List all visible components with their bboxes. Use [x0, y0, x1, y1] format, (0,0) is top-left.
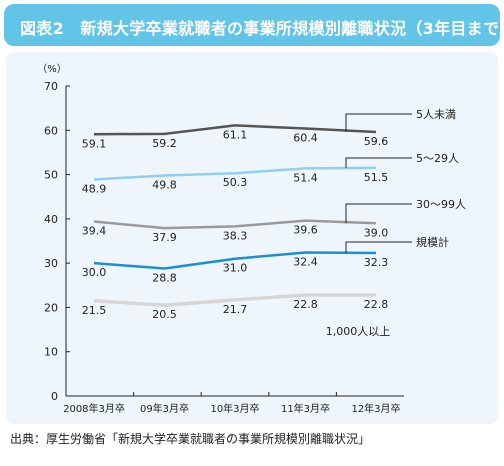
x-tick-label: 2008年3月卒: [63, 402, 125, 415]
legend-leader-line: [345, 113, 412, 133]
legend-leader-line: [345, 203, 412, 224]
y-tick-label: 20: [44, 301, 58, 314]
legend-label: 規模計: [416, 235, 449, 249]
y-tick-label: 30: [44, 257, 58, 270]
series-line: [93, 219, 377, 230]
x-tick-label: 11年3月卒: [281, 402, 330, 415]
y-tick-label: 70: [44, 80, 58, 93]
data-label: 21.7: [223, 303, 248, 316]
data-label: 28.8: [152, 271, 177, 284]
data-label: 51.4: [293, 171, 318, 184]
source-note: 出典：厚生労働省「新規大学卒業就職者の事業所規模別離職状況」: [10, 432, 371, 446]
legend-label: 5～29人: [416, 152, 459, 165]
data-label: 22.8: [364, 298, 389, 311]
y-tick-label: 10: [44, 346, 58, 359]
data-label: 32.4: [293, 256, 318, 269]
series-line: [93, 293, 376, 307]
y-tick-label: 50: [44, 169, 58, 182]
data-label: 50.3: [223, 176, 248, 189]
x-tick-label: 10年3月卒: [210, 402, 259, 415]
data-label: 48.9: [82, 182, 107, 195]
series-line: [93, 166, 377, 181]
legend-label: 1,000人以上: [326, 325, 391, 338]
data-label: 39.6: [293, 224, 318, 237]
legend-label: 5人未満: [416, 108, 456, 121]
x-tick-label: 09年3月卒: [140, 402, 189, 415]
legend-leader-line: [345, 241, 412, 253]
series-line: [93, 124, 377, 136]
data-label: 59.1: [82, 137, 107, 150]
figure-title: 図表2 新規大学卒業就職者の事業所規模別離職状況（3年目まで）: [20, 19, 504, 38]
data-label: 39.0: [364, 226, 389, 239]
y-tick-label: 0: [51, 390, 58, 403]
data-label: 31.0: [223, 262, 248, 275]
data-label: 37.9: [152, 231, 177, 244]
y-tick-label: 40: [44, 213, 58, 226]
chart-panel: [6, 52, 498, 424]
series-line: [93, 251, 377, 270]
data-label: 49.8: [152, 178, 177, 191]
data-label: 60.4: [293, 132, 318, 145]
data-label: 59.2: [152, 137, 177, 150]
data-label: 22.8: [293, 298, 318, 311]
x-tick-label: 12年3月卒: [351, 402, 400, 415]
legend-leader-line: [345, 157, 412, 168]
data-label: 59.6: [364, 135, 389, 148]
data-label: 38.3: [223, 229, 248, 242]
data-label: 51.5: [364, 171, 389, 184]
data-label: 61.1: [223, 128, 248, 141]
data-label: 21.5: [82, 304, 107, 317]
y-tick-label: 60: [44, 124, 58, 137]
y-axis-unit: （%）: [37, 63, 67, 75]
data-label: 32.3: [364, 256, 389, 269]
title-bar: 図表2 新規大学卒業就職者の事業所規模別離職状況（3年目まで）: [4, 4, 504, 46]
legend-label: 30～99人: [416, 198, 466, 211]
data-label: 30.0: [82, 266, 107, 279]
data-label: 20.5: [152, 308, 177, 321]
data-label: 39.4: [82, 225, 107, 238]
